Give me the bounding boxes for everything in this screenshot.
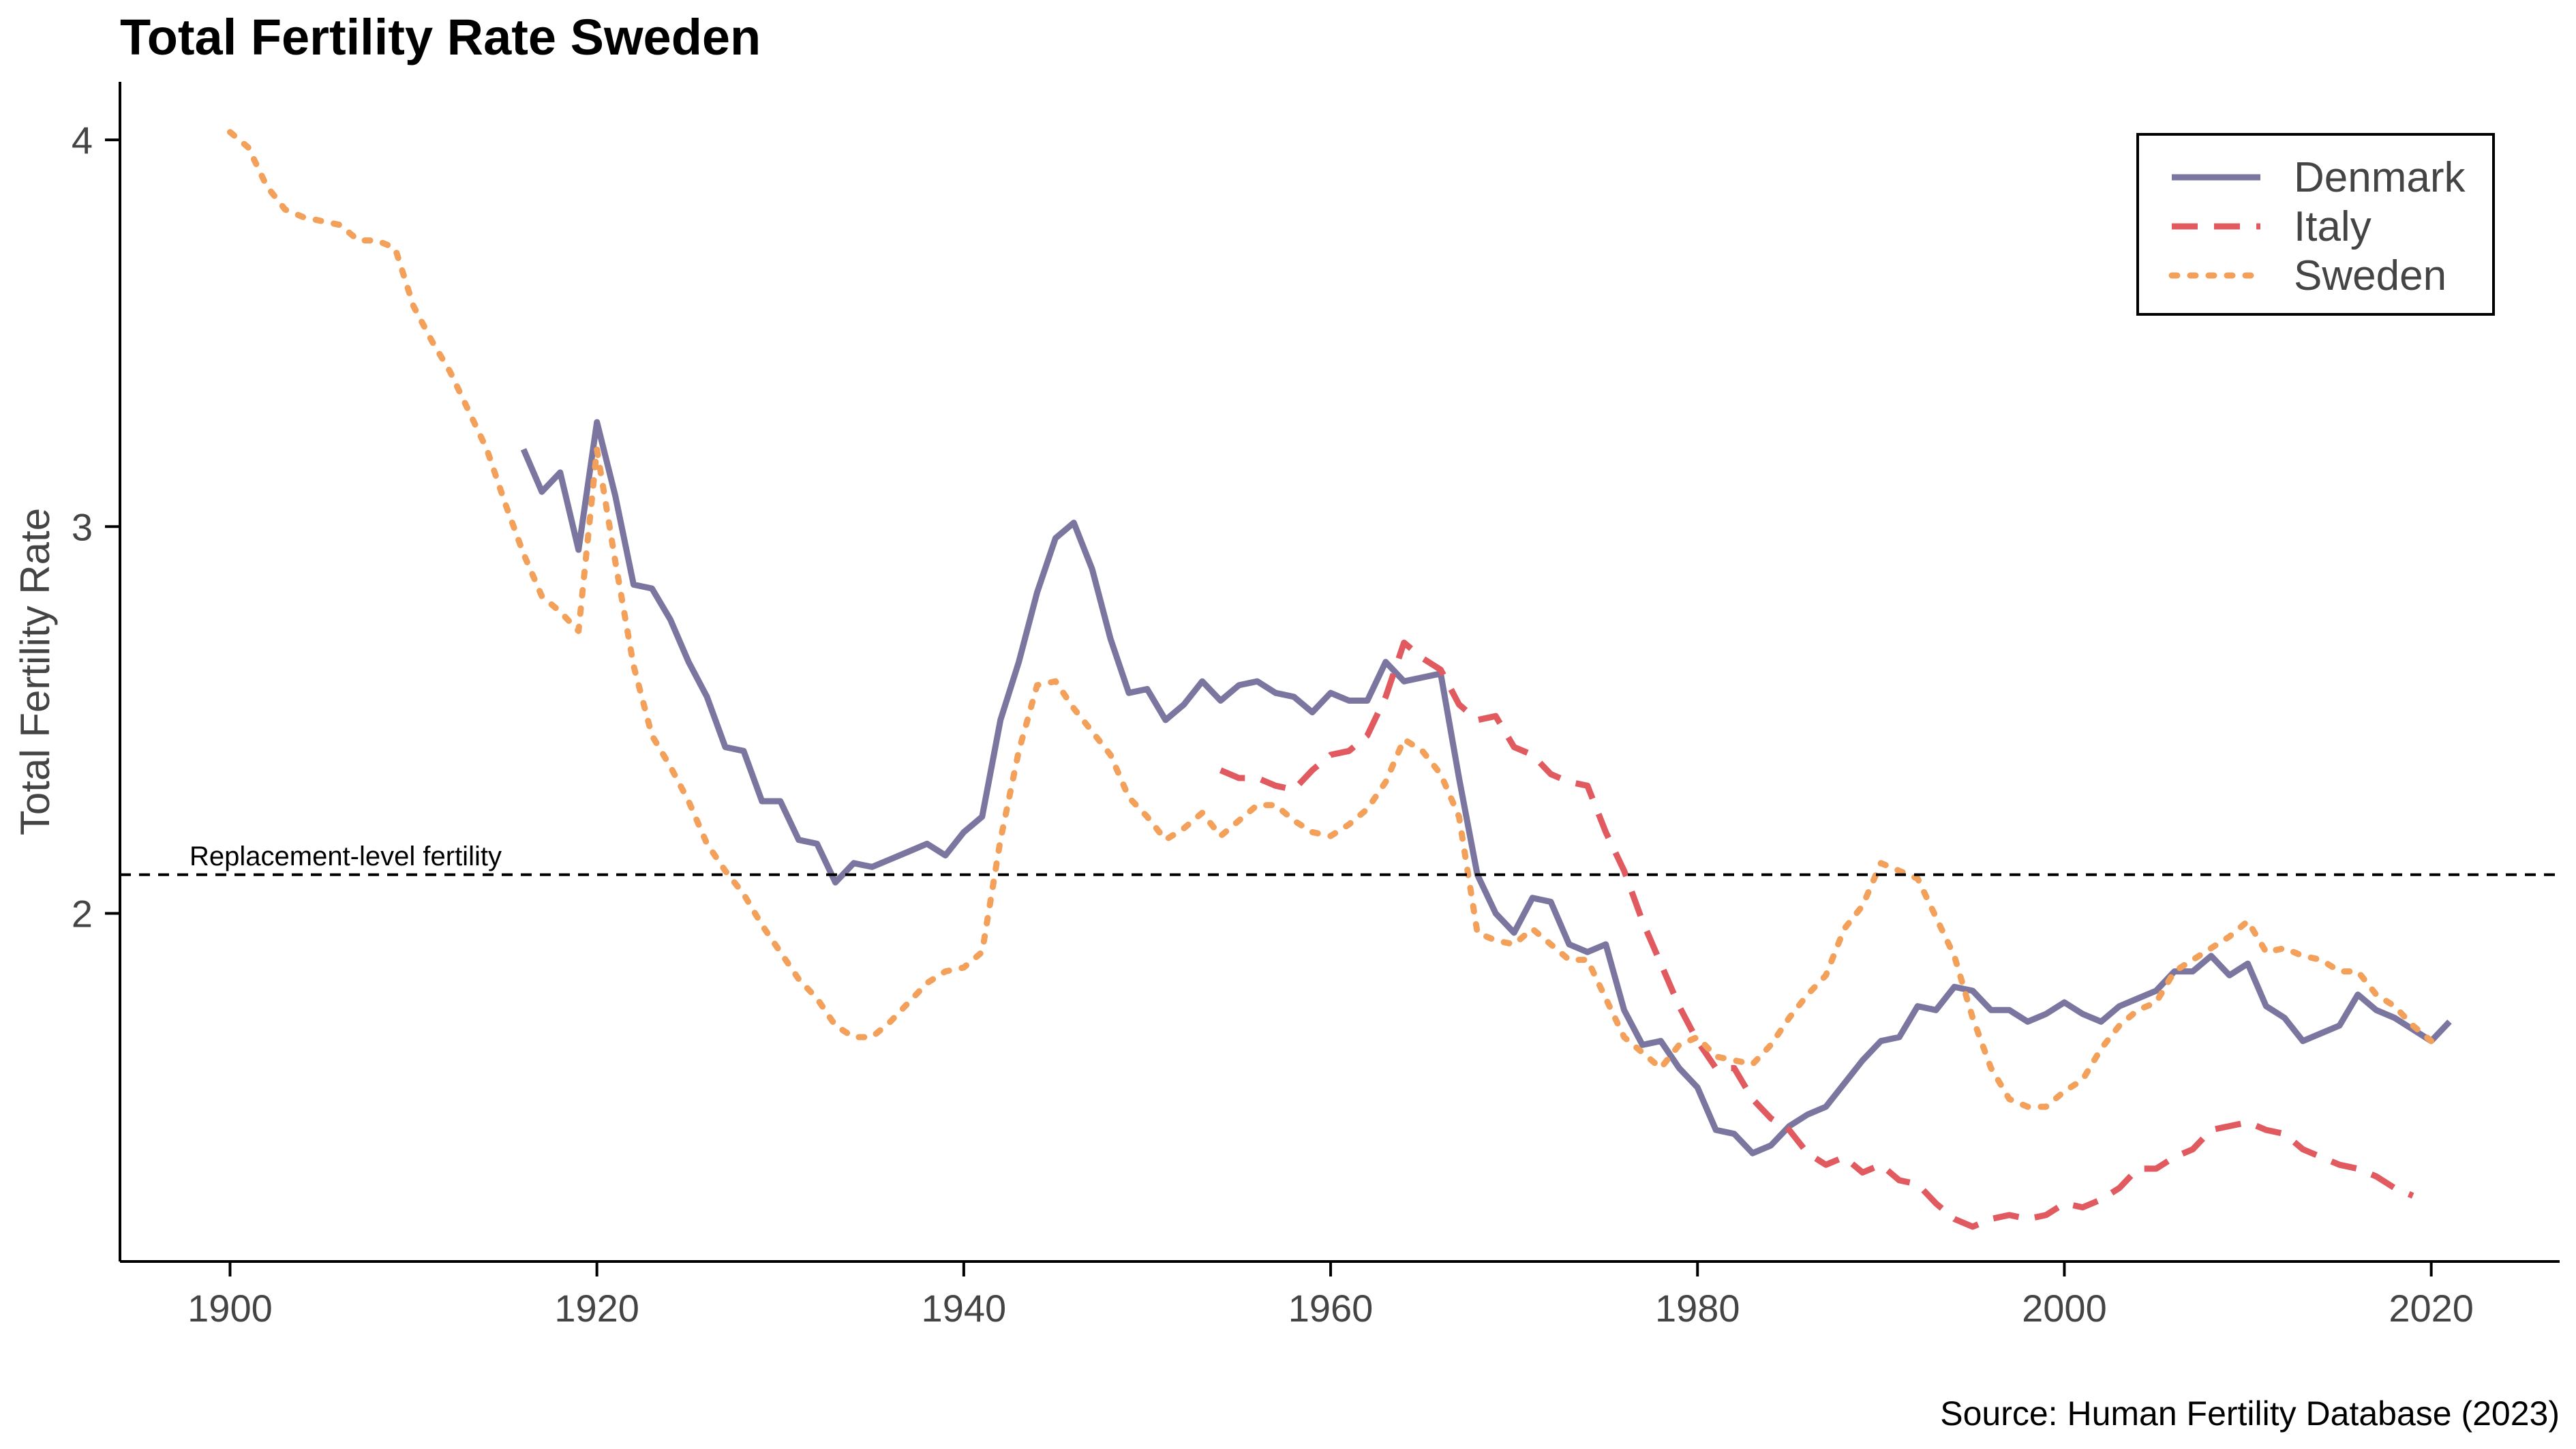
x-tick-label: 1940 [922, 1287, 1007, 1330]
series-line-italy [1219, 640, 2414, 1230]
y-axis-label: Total Fertility Rate [12, 508, 58, 835]
legend-label-denmark: Denmark [2294, 154, 2466, 201]
series-line-sweden [227, 129, 2435, 1110]
legend-label-sweden: Sweden [2294, 252, 2446, 299]
source-note: Source: Human Fertility Database (2023) [1940, 1394, 2560, 1433]
y-tick-label: 4 [72, 119, 93, 162]
y-ticks: 2 3 4 [72, 119, 120, 936]
replacement-level-label: Replacement-level fertility [190, 841, 502, 871]
chart-title: Total Fertility Rate Sweden [120, 9, 761, 65]
x-tick-label: 1900 [187, 1287, 273, 1330]
legend-label-italy: Italy [2294, 203, 2372, 250]
y-tick-label: 3 [72, 505, 93, 548]
x-tick-label: 1980 [1655, 1287, 1740, 1330]
plot-lines [227, 129, 2452, 1230]
x-tick-label: 1960 [1288, 1287, 1374, 1330]
x-tick-label: 1920 [554, 1287, 639, 1330]
series-line-denmark [520, 419, 2452, 1156]
x-tick-label: 2000 [2022, 1287, 2107, 1330]
y-tick-label: 2 [72, 893, 93, 936]
reference-layer: Replacement-level fertility [120, 841, 2560, 876]
x-ticks: 1900 1920 1940 1960 1980 2000 2020 [187, 1261, 2474, 1330]
x-tick-label: 2020 [2389, 1287, 2474, 1330]
